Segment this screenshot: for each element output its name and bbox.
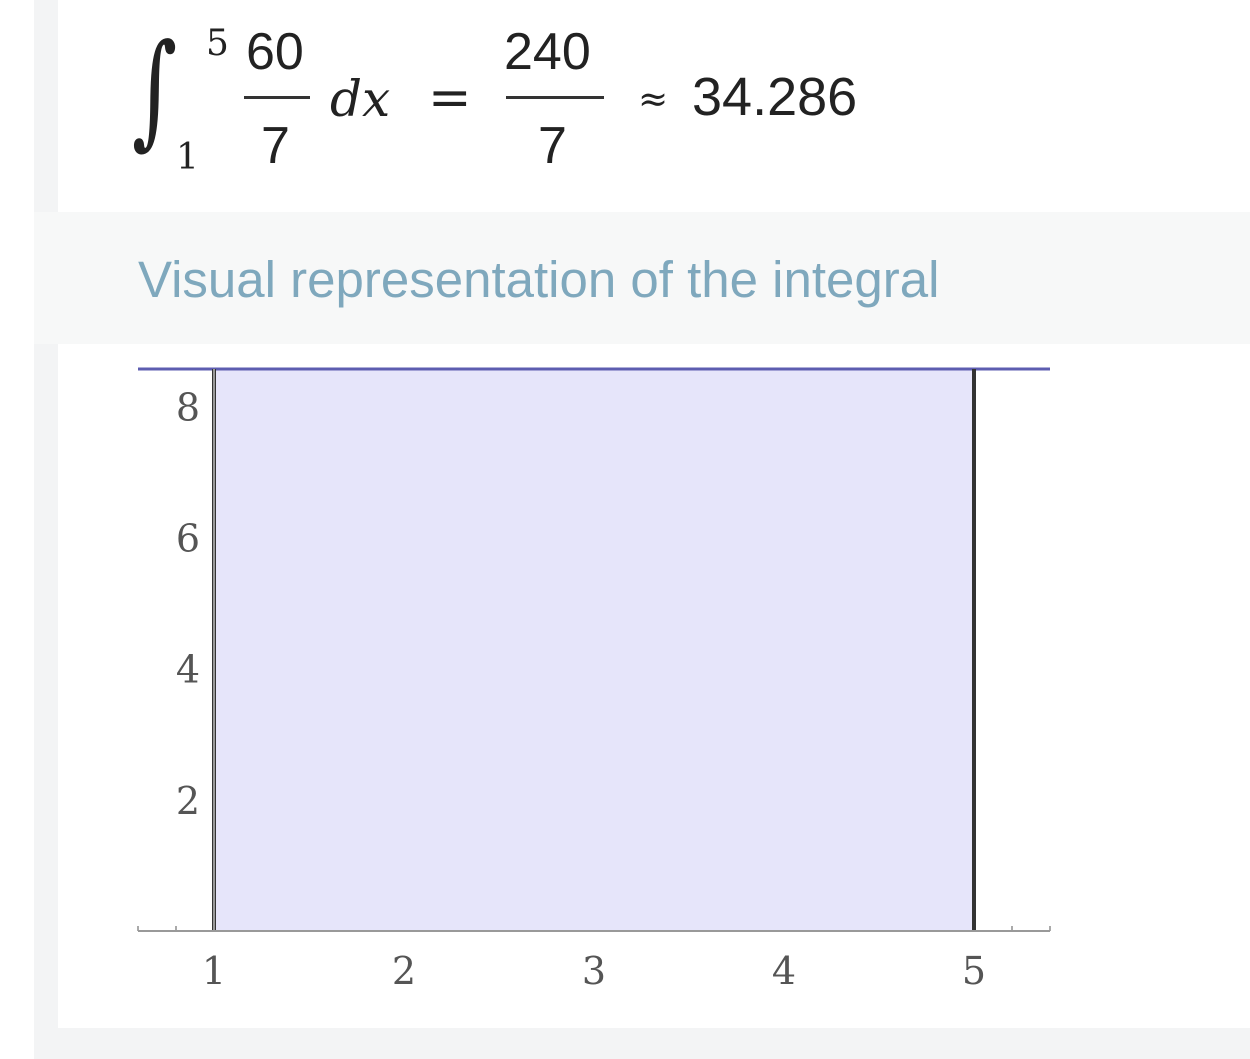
result-pod xyxy=(58,0,1250,212)
y-tick-label: 6 xyxy=(176,517,200,561)
approx-value: 34.286 xyxy=(692,67,858,127)
integral-lower-limit: 1 xyxy=(176,137,199,178)
plot-pod-title: Visual representation of the integral xyxy=(138,251,940,308)
integrand-numerator: 60 xyxy=(246,23,304,81)
y-tick-labels: 2 4 6 8 xyxy=(176,385,200,822)
result-denominator: 7 xyxy=(538,117,567,175)
equals-sign: = xyxy=(428,68,472,128)
x-tick-label: 4 xyxy=(772,949,796,993)
integral-upper-limit: 5 xyxy=(206,23,229,64)
y-tick-label: 4 xyxy=(176,648,200,692)
x-tick-label: 3 xyxy=(582,949,606,993)
integral-sign: ∫ xyxy=(132,18,178,162)
x-tick-label: 5 xyxy=(962,949,986,993)
y-tick-label: 8 xyxy=(176,385,200,429)
approx-symbol: ≈ xyxy=(638,79,669,120)
left-margin-strip xyxy=(0,0,34,1059)
integrand-denominator: 7 xyxy=(261,117,290,175)
integrand-fraction-bar xyxy=(244,96,310,99)
differential: dx xyxy=(330,70,391,128)
x-tick-label: 1 xyxy=(202,949,226,993)
x-tick-labels: 1 2 3 4 5 xyxy=(202,949,986,993)
integral-area xyxy=(214,369,974,931)
x-tick-label: 2 xyxy=(392,949,416,993)
plot-pod-header xyxy=(34,212,1250,344)
result-numerator: 240 xyxy=(504,23,591,81)
y-tick-label: 2 xyxy=(176,779,200,823)
result-fraction-bar xyxy=(506,96,604,99)
